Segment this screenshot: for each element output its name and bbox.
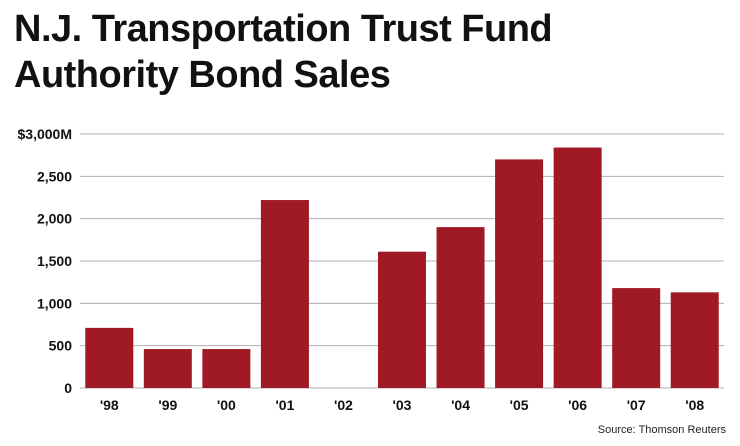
x-tick-label-6: '04 xyxy=(451,397,470,413)
x-tick-label-3: '01 xyxy=(275,397,294,413)
bar-5 xyxy=(377,251,427,388)
x-tick-label-4: '02 xyxy=(334,397,353,413)
chart-title-line-2: Authority Bond Sales xyxy=(14,54,391,96)
x-tick-label-0: '98 xyxy=(100,397,119,413)
bar-1 xyxy=(143,349,192,388)
bar-6 xyxy=(436,227,485,388)
bar-7 xyxy=(495,159,544,388)
x-tick-label-10: '08 xyxy=(685,397,704,413)
y-tick-label-6: $3,000M xyxy=(18,126,72,142)
x-tick-label-1: '99 xyxy=(158,397,177,413)
y-tick-label-0: 0 xyxy=(64,380,72,396)
x-tick-label-8: '06 xyxy=(568,397,587,413)
source-note: Source: Thomson Reuters xyxy=(597,424,726,436)
bar-3 xyxy=(260,200,309,388)
bar-0 xyxy=(85,327,134,388)
bar-layer xyxy=(85,147,719,388)
x-axis-labels: '98 '99 '00 '01 '02 '03 '04 '05 '06 '07 '08 xyxy=(100,397,705,413)
x-tick-label-2: '00 xyxy=(217,397,236,413)
y-axis-labels: 0 500 1,000 1,500 2,000 2,500 $3,000M xyxy=(18,126,73,396)
chart-title: N.J. Transportation Trust Fund Authority… xyxy=(14,6,734,98)
y-tick-label-3: 1,500 xyxy=(37,253,72,269)
bar-10 xyxy=(670,292,719,388)
bar-8 xyxy=(553,147,602,388)
x-tick-label-9: '07 xyxy=(627,397,646,413)
x-tick-label-5: '03 xyxy=(393,397,412,413)
x-tick-label-7: '05 xyxy=(510,397,529,413)
y-tick-label-2: 1,000 xyxy=(37,295,72,311)
bar-2 xyxy=(202,349,251,388)
y-tick-label-1: 500 xyxy=(49,338,73,354)
y-tick-label-4: 2,000 xyxy=(37,211,72,227)
y-tick-label-5: 2,500 xyxy=(37,168,72,184)
bar-9 xyxy=(612,288,661,388)
chart-title-line-1: N.J. Transportation Trust Fund xyxy=(14,8,553,50)
